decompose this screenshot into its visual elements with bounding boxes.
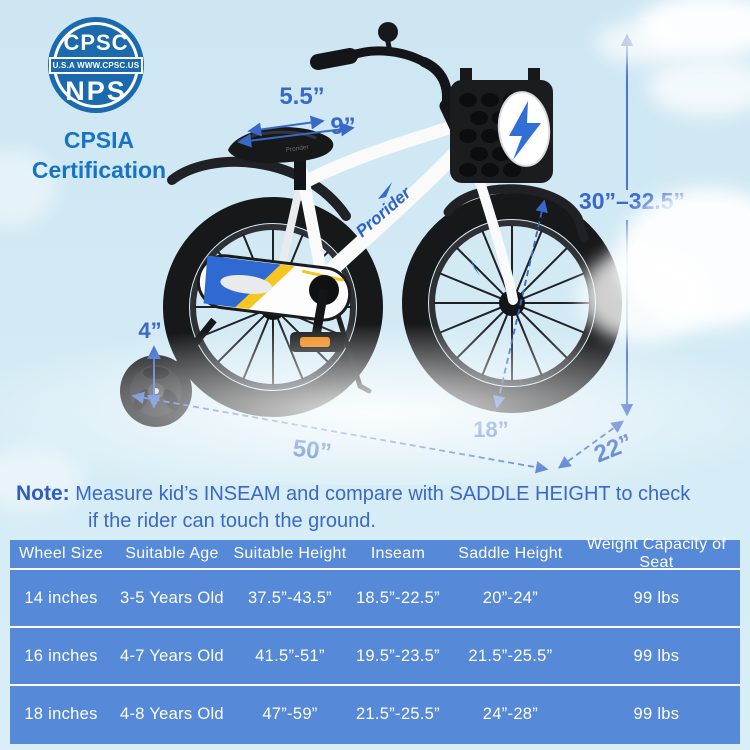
table-row: 18 inches 4-8 Years Old 47”-59” 21.5”-25… [10,684,740,742]
lightning-icon [509,101,541,160]
handlebar [310,22,452,113]
note-line2: if the rider can touch the ground. [88,509,376,532]
cell-saddle-height: 20”-24” [482,588,539,607]
cell-saddle-height: 24”-28” [482,704,539,723]
cloud [648,58,750,116]
col-header-suitable-height: Suitable Height [233,545,347,562]
floor-highlight [0,325,750,485]
cell-weight-capacity: 99 lbs [633,704,680,723]
note-label: Note: [16,482,70,505]
cloud [596,22,686,64]
table-row: 16 inches 4-7 Years Old 41.5”-51” 19.5”-… [10,626,740,684]
saddle-length-arrow [237,122,355,148]
cell-saddle-height: 21.5”-25.5” [468,646,553,665]
cell-wheel-size: 16 inches [24,646,98,665]
cell-wheel-size: 18 inches [24,704,98,723]
cell-inseam: 21.5”-25.5” [355,704,440,723]
basket [450,68,553,183]
badge-nps-text: NPS [65,76,127,106]
cpsc-certification-badge: CPSC U.S.A WWW.CPSC.US NPS [48,17,144,113]
cell-weight-capacity: 99 lbs [633,646,680,665]
cell-weight-capacity: 99 lbs [633,588,680,607]
cell-suitable-height: 41.5”-51” [255,646,325,665]
badge-cpsc-text: CPSC [63,30,129,55]
cell-inseam: 18.5”-22.5” [355,588,440,607]
note-line1: Measure kid’s INSEAM and compare with SA… [75,483,691,505]
size-spec-table: Wheel Size Suitable Age Suitable Height … [10,536,740,744]
chain-guard [196,254,352,322]
front-fender [443,184,589,243]
cell-suitable-age: 4-7 Years Old [120,646,224,665]
cpsia-certification-label: CPSIA Certification [3,126,195,186]
cpsia-line2: Certification [31,156,167,183]
note-text: Note: Measure kid’s INSEAM and compare w… [16,480,738,535]
decal-arrow-icon [378,182,480,276]
col-header-inseam: Inseam [370,545,426,562]
cell-suitable-height: 47”-59” [262,704,318,723]
cell-wheel-size: 14 inches [24,588,98,607]
rear-fender [167,156,351,221]
saddle-brand-text: Prorider [285,144,310,154]
table-row: 14 inches 3-5 Years Old 37.5”-43.5” 18.5… [10,570,740,626]
col-header-wheel-size: Wheel Size [19,545,103,562]
col-header-suitable-age: Suitable Age [125,545,219,562]
cell-inseam: 19.5”-23.5” [355,646,440,665]
cpsia-line1: CPSIA [63,127,135,153]
cell-suitable-height: 37.5”-43.5” [247,588,332,607]
cell-suitable-age: 3-5 Years Old [120,588,224,607]
col-header-weight-capacity: Weight Capacity of Seat [586,536,727,571]
table-header-row: Wheel Size Suitable Age Suitable Height … [10,536,740,571]
cell-suitable-age: 4-8 Years Old [120,704,224,723]
badge-banner-text: U.S.A WWW.CPSC.US [49,57,143,74]
col-header-saddle-height: Saddle Height [458,545,563,562]
saddle-width-label: 5.5” [279,83,324,110]
saddle-length-label: 9” [330,113,355,140]
bell-icon [378,22,398,42]
frame-brand-text: Prorider [352,182,415,241]
